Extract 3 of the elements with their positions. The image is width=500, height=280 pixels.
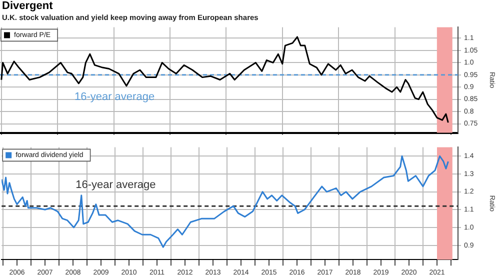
chart-title: Divergent	[2, 0, 54, 13]
ref-line-label: 16-year average	[76, 179, 156, 192]
ref-line-label: 16-year average	[74, 90, 155, 103]
